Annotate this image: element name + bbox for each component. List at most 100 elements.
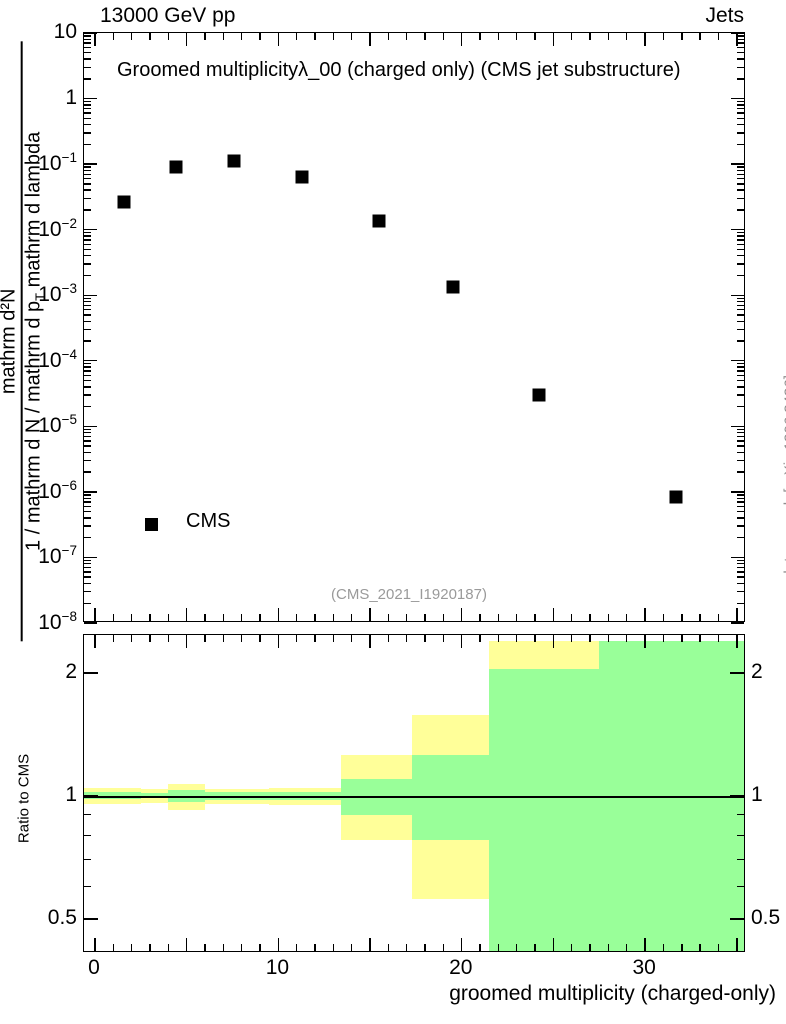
ratio-x-minor-tick	[406, 944, 408, 951]
x-minor-tick	[149, 33, 151, 40]
ratio-x-minor-tick	[149, 635, 151, 642]
y-minor-tick	[84, 189, 91, 191]
ratio-x-minor-tick	[534, 944, 536, 951]
ratio-x-minor-tick	[442, 635, 445, 642]
y-minor-tick	[737, 525, 744, 527]
ratio-x-major-tick	[552, 938, 555, 951]
ratio-x-minor-tick	[112, 944, 115, 951]
ratio-x-major-tick	[185, 635, 188, 648]
ratio-x-minor-tick	[112, 635, 115, 642]
legend-label-cms: CMS	[186, 510, 231, 532]
x-minor-tick	[607, 614, 610, 621]
ratio-x-minor-tick	[607, 635, 610, 642]
y-minor-tick	[84, 243, 91, 245]
y-minor-tick	[84, 274, 91, 277]
x-minor-tick	[626, 33, 628, 40]
y-minor-tick	[84, 445, 91, 447]
y-minor-tick	[737, 166, 744, 168]
y-tick-label: 10−8	[38, 609, 77, 634]
y-minor-tick	[737, 239, 744, 241]
y-minor-tick	[84, 363, 91, 365]
x-minor-tick	[259, 614, 261, 621]
x-major-tick	[644, 608, 646, 621]
x-major-tick	[94, 608, 96, 621]
y-minor-tick	[84, 566, 91, 569]
ratio-x-minor-tick	[626, 944, 628, 951]
ratio-x-major-tick	[369, 938, 371, 951]
header-left-label: 13000 GeV pp	[100, 4, 236, 27]
x-minor-tick	[516, 33, 518, 40]
y-minor-tick	[737, 320, 744, 322]
ratio-y-minor-tick	[737, 813, 744, 816]
ratio-x-minor-tick	[699, 635, 701, 642]
ratio-y-major-tick	[84, 795, 98, 797]
y-minor-tick	[84, 300, 91, 303]
y-minor-tick	[737, 537, 744, 539]
ratio-y-major-tick	[84, 672, 98, 674]
x-minor-tick	[497, 614, 500, 621]
ratio-x-minor-tick	[332, 635, 335, 642]
y-minor-tick	[84, 239, 91, 241]
ratio-x-minor-tick	[314, 635, 316, 642]
x-minor-tick	[167, 614, 170, 621]
x-minor-tick	[222, 33, 225, 40]
y-minor-tick	[737, 582, 744, 585]
y-minor-tick	[84, 255, 91, 257]
ratio-x-major-tick	[644, 635, 646, 648]
y-minor-tick	[84, 571, 91, 573]
y-minor-tick	[737, 576, 744, 578]
x-minor-tick	[424, 33, 426, 40]
ratio-x-minor-tick	[387, 944, 390, 951]
ratio-x-major-tick	[736, 938, 738, 951]
ratio-y-minor-tick	[84, 858, 91, 860]
y-major-tick	[84, 360, 97, 362]
y-major-tick	[84, 97, 97, 100]
ratio-x-minor-tick	[259, 635, 261, 642]
ratio-y-tick-label-right: 2	[751, 660, 763, 683]
main-plot-frame: Groomed multiplicityλ_00 (charged only) …	[83, 32, 745, 624]
y-major-tick	[731, 97, 744, 100]
x-minor-tick	[149, 614, 151, 621]
y-minor-tick	[737, 304, 744, 307]
y-axis-title-numerator: mathrm d²N	[0, 41, 23, 642]
ratio-y-minor-tick	[84, 834, 91, 837]
y-tick-label: 10−1	[38, 150, 77, 176]
plot-title-rest: (charged only) (CMS jet substructure)	[347, 59, 681, 81]
x-minor-tick	[626, 614, 628, 621]
y-minor-tick	[84, 435, 91, 438]
y-minor-tick	[84, 471, 91, 473]
y-minor-tick	[737, 35, 744, 37]
ratio-x-minor-tick	[204, 944, 206, 951]
y-den-tail: mathrm d lambda	[22, 131, 45, 288]
ratio-x-minor-tick	[130, 944, 133, 951]
y-minor-tick	[84, 497, 91, 499]
y-minor-tick	[737, 435, 744, 438]
x-major-tick	[277, 33, 280, 46]
plot-title: Groomed multiplicityλ_00 (charged only) …	[117, 59, 681, 82]
ratio-band-inner	[489, 668, 600, 951]
y-minor-tick	[84, 58, 91, 60]
x-minor-tick	[222, 614, 225, 621]
ratio-x-minor-tick	[351, 635, 353, 642]
ratio-x-minor-tick	[241, 944, 243, 951]
x-minor-tick	[387, 33, 390, 40]
ratio-x-minor-tick	[589, 944, 591, 951]
ratio-x-minor-tick	[130, 635, 133, 642]
y-den-one: 1	[22, 539, 45, 551]
y-minor-tick	[84, 510, 91, 513]
y-minor-tick	[84, 537, 91, 539]
ratio-x-minor-tick	[167, 944, 170, 951]
y-minor-tick	[737, 440, 744, 442]
x-minor-tick	[571, 33, 573, 40]
ratio-x-minor-tick	[167, 635, 170, 642]
y-minor-tick	[84, 494, 91, 496]
y-minor-tick	[737, 132, 744, 134]
y-minor-tick	[84, 248, 91, 251]
ratio-x-minor-tick	[222, 944, 225, 951]
ratio-x-major-tick	[277, 635, 280, 648]
ratio-x-minor-tick	[717, 944, 720, 951]
legend-marker-cms	[145, 518, 158, 531]
y-minor-tick	[737, 559, 744, 562]
x-minor-tick	[112, 33, 115, 40]
y-minor-tick	[84, 309, 91, 311]
